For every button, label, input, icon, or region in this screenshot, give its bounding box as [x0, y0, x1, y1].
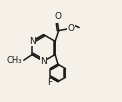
Text: O: O — [67, 24, 74, 33]
Text: N: N — [29, 37, 36, 46]
Text: F: F — [47, 78, 52, 87]
Text: N: N — [40, 57, 47, 66]
Text: CH₃: CH₃ — [6, 56, 22, 65]
Text: O: O — [54, 12, 61, 21]
